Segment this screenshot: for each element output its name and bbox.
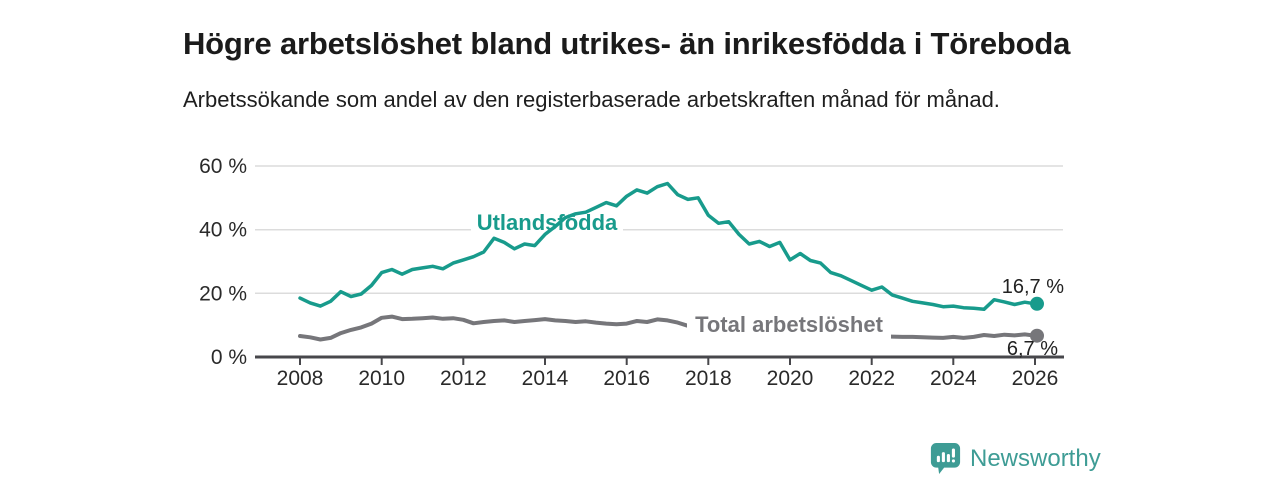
x-axis-label: 2024 [930,367,977,390]
y-axis-label: 20 % [199,282,247,305]
x-axis-label: 2016 [603,367,650,390]
series-label-bg [687,312,891,339]
y-axis-label: 40 % [199,219,247,242]
y-axis-label: 0 % [211,346,247,369]
page-title: Högre arbetslöshet bland utrikes- än inr… [183,25,1071,61]
end-dot-total [1030,328,1044,343]
end-value-utlandsfodda: 16,7 % [1002,276,1064,298]
end-dot-utlandsfodda [1030,296,1044,311]
x-axis-label: 2020 [767,367,814,390]
newsworthy-logo-icon [930,443,961,474]
x-axis-label: 2022 [848,367,895,390]
brand-name: Newsworthy [970,444,1101,472]
x-axis-label: 2018 [685,367,732,390]
line-utlandsfodda [298,181,1037,312]
value-label-bg [1000,276,1066,297]
x-axis-label: 2008 [277,367,324,390]
series-label-utlandsfodda: Utlandsfödda [477,210,618,235]
y-axis-label: 60 % [199,155,247,178]
series-label-total: Total arbetslöshet [695,312,884,337]
x-axis-label: 2026 [1012,367,1059,390]
x-axis-label: 2012 [440,367,487,390]
end-value-total: 6,7 % [1007,338,1058,360]
line-total-arbetsloshet [298,314,1037,342]
x-axis-label: 2014 [522,367,569,390]
chart-subtitle: Arbetssökande som andel av den registerb… [183,87,1000,112]
newsworthy-brand[interactable]: Newsworthy [930,442,1101,475]
x-axis-label: 2010 [358,367,405,390]
